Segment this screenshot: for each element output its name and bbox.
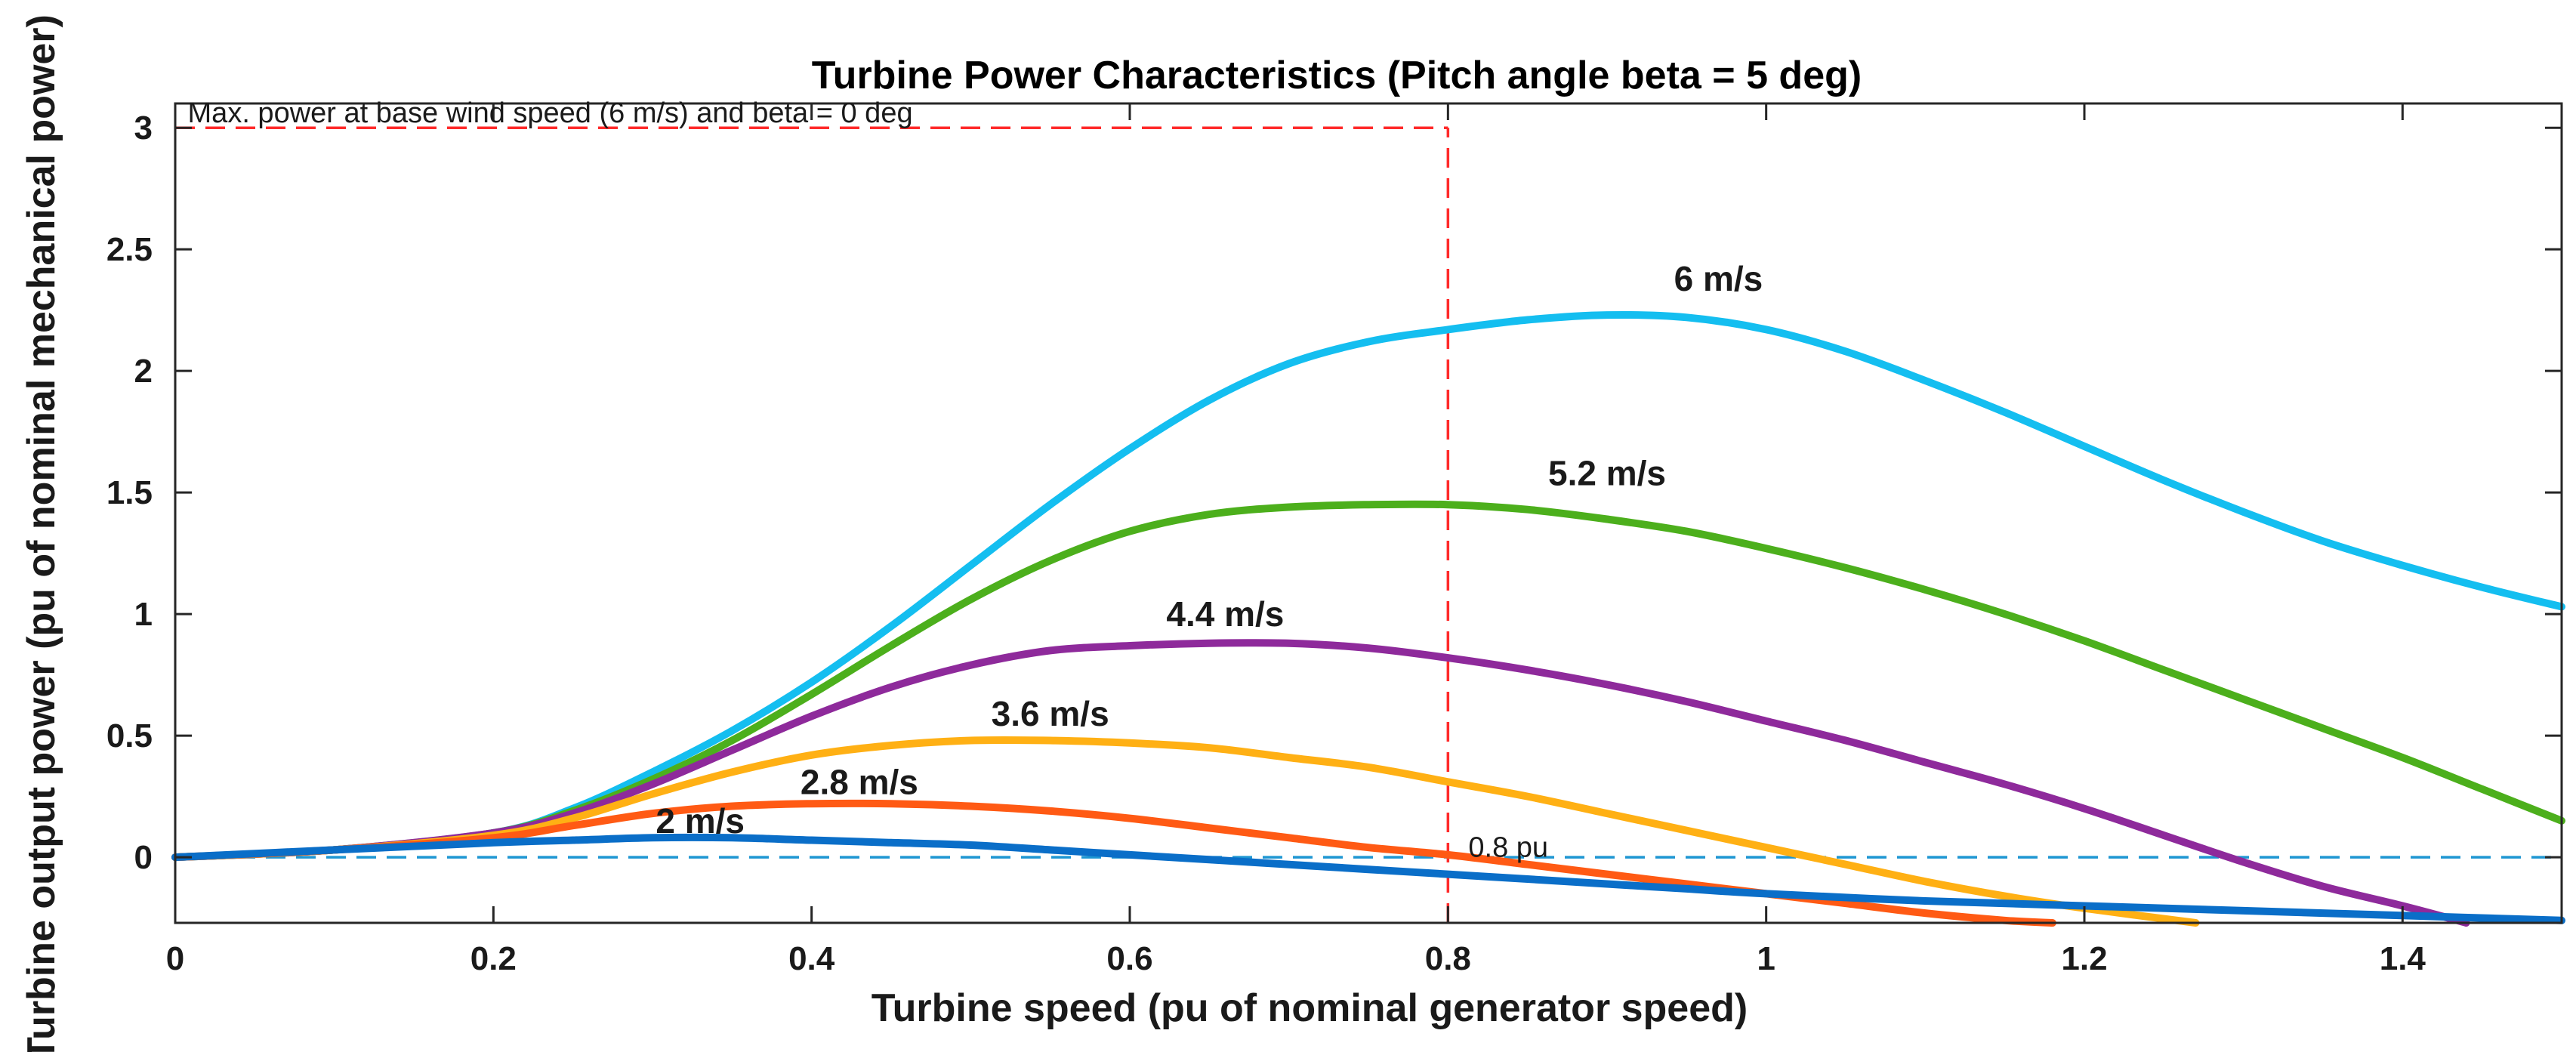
y-tick-label: 2 [134, 353, 153, 390]
curve-label-2-8-m-s: 2.8 m/s [801, 762, 918, 801]
y-tick-label: 2.5 [106, 231, 153, 268]
max-power-annotation: Max. power at base wind speed (6 m/s) an… [188, 97, 913, 129]
curve-label-2-m-s: 2 m/s [656, 801, 745, 841]
x-tick-label: 0.6 [1106, 940, 1152, 977]
reference-lines [175, 126, 2562, 923]
curve-label-3-6-m-s: 3.6 m/s [992, 694, 1109, 733]
x-tick-label: 1 [1757, 940, 1775, 977]
series-line-6-m-s [171, 310, 2565, 862]
pu-annotation: 0.8 pu [1468, 832, 1548, 864]
plot-frame [174, 102, 2563, 924]
x-tick-label: 0.8 [1425, 940, 1471, 977]
chart-title: Turbine Power Characteristics (Pitch ang… [812, 54, 1862, 97]
x-tick-label: 0.2 [470, 940, 517, 977]
series-line-3-6-m-s [171, 736, 2200, 927]
curve-labels: 6 m/s 5.2 m/s 4.4 m/s 3.6 m/s 2.8 m/s 2 m/s [656, 259, 1763, 841]
y-tick-label: 0 [134, 839, 153, 876]
y-axis-label: Turbine output power (pu of nominal mech… [20, 14, 63, 1052]
series-layer [171, 310, 2565, 927]
curve-label-6-m-s: 6 m/s [1674, 259, 1763, 298]
y-tick-label: 1.5 [106, 474, 153, 511]
x-tick-label: 0 [166, 940, 184, 977]
y-tick-label: 1 [134, 596, 153, 633]
series-line-2-m-s [171, 833, 2565, 924]
axis-ticks: 0 0.2 0.4 0.6 0.8 1 1.2 1.4 0 0.5 1 1.5 2 2.5 3 [106, 103, 2562, 977]
series-line-5-2-m-s [171, 500, 2565, 862]
x-tick-label: 1.2 [2061, 940, 2107, 977]
x-tick-label: 0.4 [788, 940, 835, 977]
curve-label-5-2-m-s: 5.2 m/s [1548, 453, 1666, 492]
y-tick-label: 0.5 [106, 717, 153, 754]
series-line-4-4-m-s [171, 639, 2470, 927]
curve-label-4-4-m-s: 4.4 m/s [1166, 594, 1284, 634]
x-axis-label: Turbine speed (pu of nominal generator s… [872, 986, 1748, 1030]
y-tick-label: 3 [134, 110, 153, 147]
x-tick-label: 1.4 [2380, 940, 2426, 977]
